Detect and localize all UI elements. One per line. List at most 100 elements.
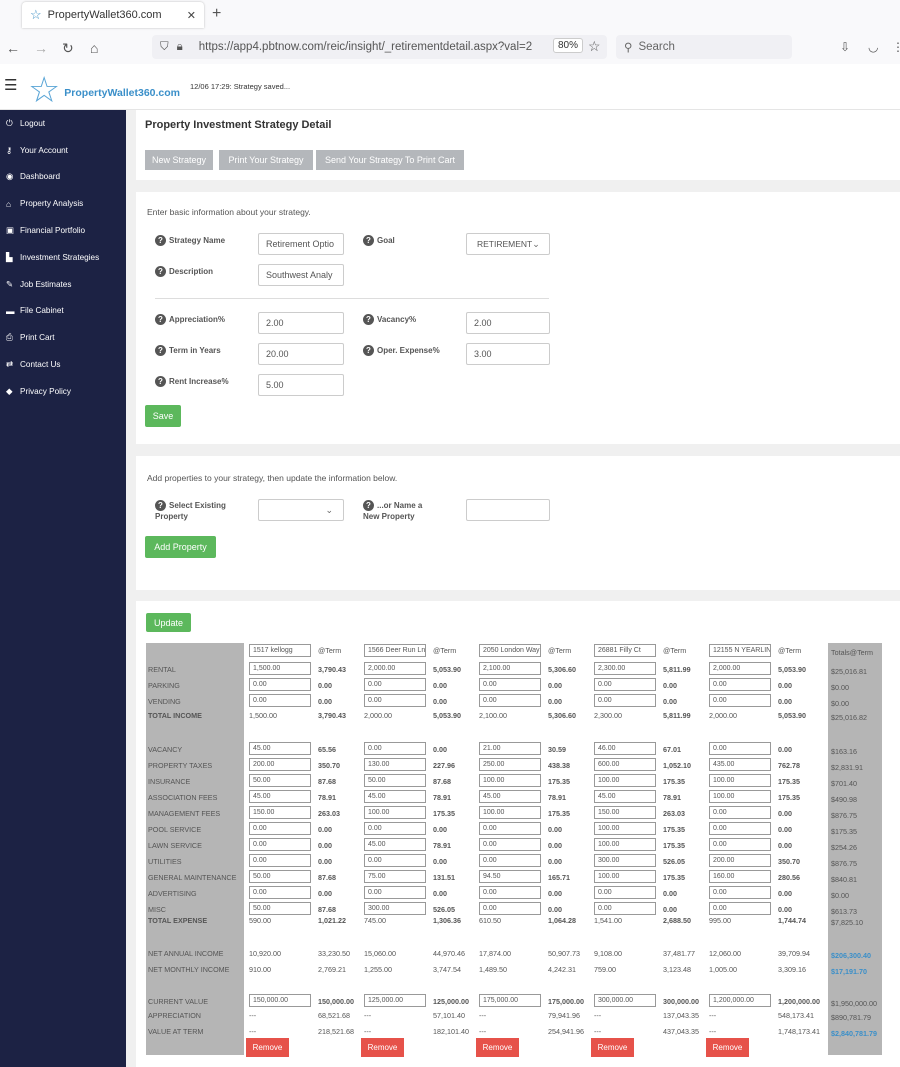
- zoom-level[interactable]: 80%: [553, 38, 584, 53]
- cell-input[interactable]: 435.00: [709, 758, 771, 771]
- rent-increase-input[interactable]: 5.00: [258, 374, 344, 396]
- cell-input[interactable]: 300.00: [364, 902, 426, 915]
- vacancy-input[interactable]: 2.00: [466, 312, 550, 334]
- goal-select[interactable]: RETIREMENT ⌄: [466, 233, 550, 255]
- cell-input[interactable]: 0.00: [709, 694, 771, 707]
- appreciation-input[interactable]: 2.00: [258, 312, 344, 334]
- cell-input[interactable]: 0.00: [709, 678, 771, 691]
- cell-input[interactable]: 0.00: [709, 886, 771, 899]
- cell-input[interactable]: 0.00: [364, 694, 426, 707]
- cell-input[interactable]: 0.00: [479, 822, 541, 835]
- cell-input[interactable]: 0.00: [709, 806, 771, 819]
- new-strategy-button[interactable]: New Strategy: [145, 150, 213, 170]
- description-input[interactable]: Southwest Analy: [258, 264, 344, 286]
- cell-input[interactable]: 0.00: [479, 902, 541, 915]
- cell-input[interactable]: 100.00: [594, 774, 656, 787]
- extensions-icon[interactable]: ⋮: [892, 40, 900, 54]
- help-icon[interactable]: ?: [155, 345, 166, 357]
- cell-input[interactable]: 0.00: [479, 886, 541, 899]
- new-tab-icon[interactable]: +: [212, 5, 222, 22]
- cell-input[interactable]: 100.00: [709, 774, 771, 787]
- remove-property-button[interactable]: Remove: [591, 1038, 634, 1057]
- downloads-icon[interactable]: ⇩: [840, 40, 851, 54]
- property-name-input[interactable]: 1566 Deer Run Ln: [364, 644, 426, 657]
- cell-input[interactable]: 2,100.00: [479, 662, 541, 675]
- cell-input[interactable]: 0.00: [249, 838, 311, 851]
- cell-input[interactable]: 150,000.00: [249, 994, 311, 1007]
- save-button[interactable]: Save: [145, 405, 181, 427]
- cell-input[interactable]: 0.00: [594, 694, 656, 707]
- cell-input[interactable]: 0.00: [709, 902, 771, 915]
- cell-input[interactable]: 0.00: [594, 886, 656, 899]
- browser-search[interactable]: ⚲ Search: [616, 35, 792, 59]
- cell-input[interactable]: 125,000.00: [364, 994, 426, 1007]
- cell-input[interactable]: 0.00: [594, 678, 656, 691]
- cell-input[interactable]: 0.00: [479, 694, 541, 707]
- cell-input[interactable]: 0.00: [594, 902, 656, 915]
- cell-input[interactable]: 50.00: [249, 870, 311, 883]
- cell-input[interactable]: 0.00: [479, 838, 541, 851]
- sidebar-item-logout[interactable]: ⏻ Logout: [0, 110, 126, 137]
- strategy-name-input[interactable]: Retirement Optio: [258, 233, 344, 255]
- property-name-input[interactable]: 12155 N YEARLIN: [709, 644, 771, 657]
- cell-input[interactable]: 150.00: [249, 806, 311, 819]
- help-icon[interactable]: ?: [155, 266, 166, 278]
- cell-input[interactable]: 45.00: [594, 790, 656, 803]
- cell-input[interactable]: 0.00: [249, 822, 311, 835]
- cell-input[interactable]: 0.00: [364, 678, 426, 691]
- cell-input[interactable]: 50.00: [249, 774, 311, 787]
- forward-icon[interactable]: →: [34, 40, 48, 56]
- cell-input[interactable]: 300.00: [594, 854, 656, 867]
- cell-input[interactable]: 150.00: [594, 806, 656, 819]
- cell-input[interactable]: 45.00: [364, 838, 426, 851]
- update-button[interactable]: Update: [146, 613, 191, 632]
- cell-input[interactable]: 100.00: [594, 822, 656, 835]
- cell-input[interactable]: 130.00: [364, 758, 426, 771]
- sidebar-item-print-cart[interactable]: ⎙ Print Cart: [0, 324, 126, 351]
- cell-input[interactable]: 100.00: [594, 870, 656, 883]
- sidebar-item-job-estimates[interactable]: ✎ Job Estimates: [0, 271, 126, 298]
- cell-input[interactable]: 0.00: [364, 742, 426, 755]
- cell-input[interactable]: 0.00: [479, 678, 541, 691]
- cell-input[interactable]: 160.00: [709, 870, 771, 883]
- close-tab-icon[interactable]: ✕: [186, 9, 196, 22]
- help-icon[interactable]: ?: [363, 500, 374, 512]
- property-name-input[interactable]: 1517 kellogg: [249, 644, 311, 657]
- cell-input[interactable]: 45.00: [479, 790, 541, 803]
- sidebar-item-dashboard[interactable]: ◉ Dashboard: [0, 164, 126, 191]
- cell-input[interactable]: 0.00: [249, 678, 311, 691]
- sidebar-item-your-account[interactable]: ⚷ Your Account: [0, 137, 126, 164]
- hamburger-menu-icon[interactable]: ☰: [4, 77, 18, 94]
- cell-input[interactable]: 100.00: [594, 838, 656, 851]
- property-name-input[interactable]: 26881 Filly Ct: [594, 644, 656, 657]
- cell-input[interactable]: 100.00: [364, 806, 426, 819]
- cell-input[interactable]: 2,000.00: [364, 662, 426, 675]
- cell-input[interactable]: 50.00: [249, 902, 311, 915]
- sidebar-item-file-cabinet[interactable]: ▬ File Cabinet: [0, 298, 126, 325]
- cell-input[interactable]: 0.00: [479, 854, 541, 867]
- back-icon[interactable]: ←: [6, 40, 20, 56]
- remove-property-button[interactable]: Remove: [246, 1038, 289, 1057]
- cell-input[interactable]: 0.00: [364, 886, 426, 899]
- cell-input[interactable]: 0.00: [709, 838, 771, 851]
- send-to-print-cart-button[interactable]: Send Your Strategy To Print Cart: [316, 150, 464, 170]
- pocket-icon[interactable]: ◡: [868, 40, 879, 54]
- add-property-button[interactable]: Add Property: [145, 536, 216, 558]
- cell-input[interactable]: 300,000.00: [594, 994, 656, 1007]
- property-name-input[interactable]: 2050 London Way: [479, 644, 541, 657]
- cell-input[interactable]: 250.00: [479, 758, 541, 771]
- cell-input[interactable]: 2,000.00: [709, 662, 771, 675]
- cell-input[interactable]: 100.00: [479, 806, 541, 819]
- cell-input[interactable]: 0.00: [709, 822, 771, 835]
- cell-input[interactable]: 94.50: [479, 870, 541, 883]
- remove-property-button[interactable]: Remove: [706, 1038, 749, 1057]
- bookmark-star-icon[interactable]: ☆: [588, 38, 601, 54]
- sidebar-item-investment-strategies[interactable]: ▙ Investment Strategies: [0, 244, 126, 271]
- cell-input[interactable]: 0.00: [709, 742, 771, 755]
- help-icon[interactable]: ?: [155, 500, 166, 512]
- cell-input[interactable]: 46.00: [594, 742, 656, 755]
- opex-input[interactable]: 3.00: [466, 343, 550, 365]
- sidebar-item-property-analysis[interactable]: ⌂ Property Analysis: [0, 190, 126, 217]
- sidebar-item-financial-portfolio[interactable]: ▣ Financial Portfolio: [0, 217, 126, 244]
- remove-property-button[interactable]: Remove: [361, 1038, 404, 1057]
